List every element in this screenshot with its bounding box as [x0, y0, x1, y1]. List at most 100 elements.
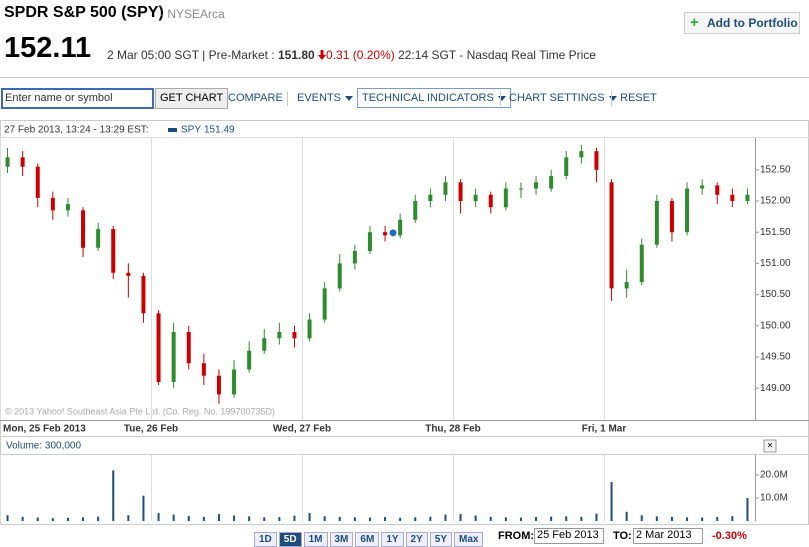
range-button[interactable]: 2Y: [405, 532, 428, 547]
range-button[interactable]: 5D: [278, 532, 302, 547]
separator: [611, 91, 612, 106]
candle-body: [111, 229, 116, 273]
to-label: TO:: [613, 530, 632, 542]
volume-bar: [474, 515, 477, 521]
events-button[interactable]: EVENTS: [297, 92, 354, 104]
candle-body: [458, 182, 463, 202]
volume-title: Volume: 300,000: [6, 441, 81, 452]
candle-body: [35, 166, 40, 198]
portfolio-label: Add to Portfolio: [707, 16, 798, 30]
volume-bar: [66, 517, 69, 521]
pre-price: 151.80: [277, 48, 315, 62]
candle-body: [171, 332, 176, 382]
volume-bar: [625, 511, 628, 521]
chart: 27 Feb 2013, 13:24 - 13:29 EST: SPY 151.…: [0, 120, 809, 525]
volume-bar: [157, 512, 160, 521]
volume-bar: [535, 517, 538, 521]
volume-bar: [670, 516, 673, 521]
x-tick-label: Wed, 27 Feb: [273, 424, 331, 435]
x-tick-label: Mon, 25 Feb 2013: [3, 424, 86, 435]
symbol-input[interactable]: Enter name or symbol: [1, 88, 154, 109]
separator: [287, 91, 288, 106]
volume-bar: [353, 517, 356, 521]
range-button[interactable]: 1Y: [381, 532, 404, 547]
x-tick-label: Tue, 26 Feb: [124, 424, 178, 435]
y-tick-label: 149.50: [760, 352, 791, 363]
candle-body: [322, 288, 327, 320]
candle-body: [126, 272, 131, 276]
y-tick-label: 149.00: [760, 383, 791, 394]
candle-body: [700, 185, 705, 189]
volume-bar: [338, 516, 341, 521]
candle-body: [352, 250, 357, 264]
candle-body: [609, 182, 614, 289]
range-button[interactable]: 6M: [355, 532, 380, 547]
quote-time: 2 Mar 05:00 SGT: [107, 48, 199, 62]
candle-body: [398, 219, 403, 236]
volume-bar: [187, 515, 190, 521]
compare-button[interactable]: COMPARE: [228, 92, 283, 104]
settings-button[interactable]: CHART SETTINGS: [509, 92, 617, 104]
range-buttons: 1D 5D 1M 3M 6M 1Y 2Y 5Y Max: [254, 529, 485, 547]
from-input[interactable]: 25 Feb 2013: [534, 528, 604, 544]
candle-body: [141, 275, 146, 314]
range-button[interactable]: Max: [454, 532, 484, 547]
volume-bar: [112, 470, 115, 521]
volume-bar: [21, 516, 24, 521]
candle-body: [624, 282, 629, 289]
range-button[interactable]: 1M: [303, 532, 328, 547]
crosshair-point: [389, 229, 397, 237]
volume-bar: [278, 517, 281, 521]
candle-body: [20, 157, 25, 167]
chart-frame: [0, 120, 809, 525]
close-button[interactable]: [763, 439, 777, 453]
volume-bar: [459, 514, 462, 521]
candle-body: [564, 157, 569, 177]
candle-body: [262, 338, 267, 351]
candle-body: [367, 232, 372, 251]
volume-bar: [595, 513, 598, 521]
close-label: ×: [767, 441, 773, 452]
volume-bar: [746, 498, 749, 521]
volume-bar: [6, 515, 9, 521]
x-tick-label: Thu, 28 Feb: [425, 424, 481, 435]
volume-bar: [504, 517, 507, 521]
candle-body: [534, 182, 539, 189]
pre-label: Pre-Market :: [208, 48, 275, 62]
y-tick-label: 20.0M: [760, 470, 788, 481]
volume-bar: [399, 517, 402, 521]
volume-bar: [233, 515, 236, 521]
volume-bar: [248, 516, 251, 521]
portfolio-button[interactable]: + Add to Portfolio: [684, 12, 800, 34]
get-chart-button[interactable]: GET CHART: [155, 88, 229, 109]
volume-bar: [655, 516, 658, 521]
down-arrow: [318, 50, 327, 60]
candle-body: [307, 319, 312, 339]
indicators-button[interactable]: TECHNICAL INDICATORS: [357, 88, 511, 108]
legend-value: 151.49: [204, 125, 235, 136]
volume-bar: [217, 514, 220, 521]
volume-bar: [701, 517, 704, 521]
to-input[interactable]: 2 Mar 2013: [633, 528, 703, 544]
range-button[interactable]: 3M: [329, 532, 354, 547]
volume-bar: [97, 516, 100, 521]
candle-body: [65, 204, 70, 211]
candle-body: [488, 194, 493, 208]
candle-body: [186, 332, 191, 364]
volume-bar: [731, 516, 734, 521]
y-tick-label: 150.50: [760, 289, 791, 300]
volume-bar: [293, 515, 296, 521]
volume-bar: [202, 516, 205, 521]
reset-button[interactable]: RESET: [620, 92, 657, 104]
range-button[interactable]: 5Y: [429, 532, 453, 547]
candle-body: [232, 369, 237, 395]
y-tick-label: 151.00: [760, 258, 791, 269]
candle-body: [81, 210, 86, 248]
candle-body: [685, 188, 690, 233]
volume-bar: [580, 516, 583, 521]
events-label: EVENTS: [297, 92, 342, 104]
volume-bar: [550, 516, 553, 521]
indicators-label: TECHNICAL INDICATORS: [362, 92, 494, 104]
range-button[interactable]: 1D: [254, 532, 277, 547]
